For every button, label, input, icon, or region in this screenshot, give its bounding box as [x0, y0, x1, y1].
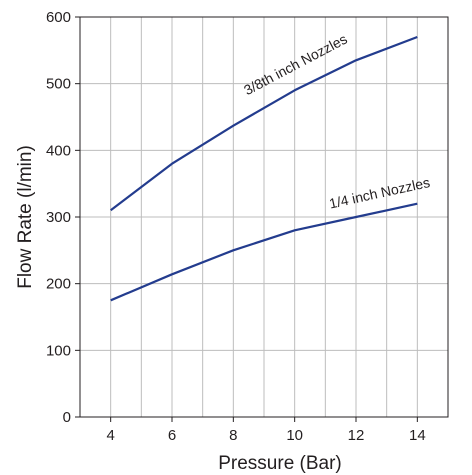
x-tick-label: 12	[348, 427, 365, 444]
x-tick-label: 14	[409, 427, 426, 444]
y-tick-label: 100	[46, 342, 71, 359]
series-line-1	[110, 202, 418, 302]
x-tick-label: 8	[229, 427, 237, 444]
series-lines	[110, 35, 418, 302]
axis-tick-labels: 0 100 200 300 400 500 600 4 6 8 10 12 14	[46, 9, 426, 444]
series-label-1-4-inch-nozzles: 1/4 inch Nozzles	[328, 174, 432, 212]
series-label-3-8th-inch-nozzles: 3/8th inch Nozzles	[241, 31, 350, 99]
y-axis-title: Flow Rate (l/min)	[15, 145, 36, 289]
series-line-0	[110, 35, 418, 212]
tick-marks	[75, 16, 418, 422]
y-tick-label: 0	[63, 409, 71, 426]
x-tick-label: 4	[106, 427, 114, 444]
x-tick-label: 6	[168, 427, 176, 444]
y-tick-label: 200	[46, 276, 71, 293]
grid	[80, 17, 448, 417]
y-tick-label: 500	[46, 76, 71, 93]
y-tick-label: 400	[46, 142, 71, 159]
x-axis-title: Pressure (Bar)	[218, 453, 342, 474]
x-tick-label: 10	[286, 427, 303, 444]
y-tick-label: 300	[46, 209, 71, 226]
y-tick-label: 600	[46, 9, 71, 26]
